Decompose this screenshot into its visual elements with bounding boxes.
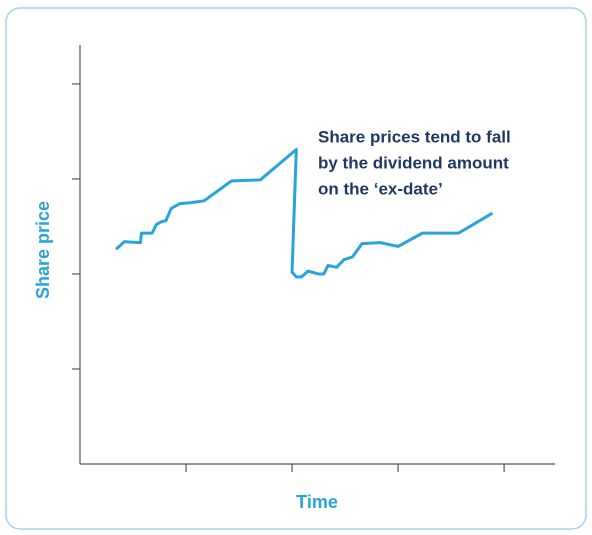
y-axis-label: Share price <box>33 201 53 299</box>
frame <box>5 7 587 530</box>
annotation: on the ‘ex-date’ <box>318 179 443 198</box>
annotation: Share prices tend to fall <box>318 127 511 146</box>
price-line <box>115 148 494 279</box>
annotation: by the dividend amount <box>318 153 509 172</box>
x-axis-label: Time <box>296 492 338 512</box>
